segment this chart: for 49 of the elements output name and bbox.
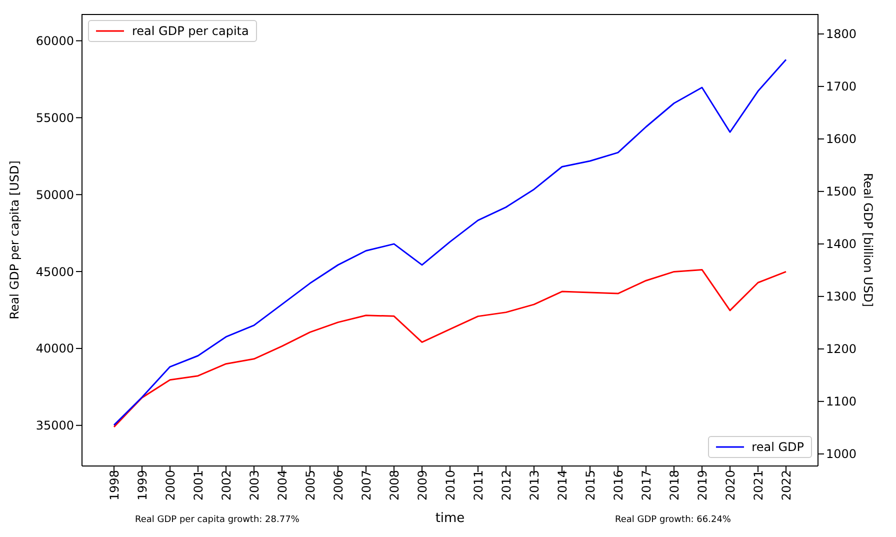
y2-tick-label: 1000	[826, 447, 857, 462]
x-tick-label: 2021	[752, 470, 766, 501]
y2-tick-label: 1600	[826, 132, 857, 146]
x-tick-label: 2013	[528, 470, 542, 501]
y2-tick-label: 1400	[826, 237, 857, 252]
line-series	[113, 58, 787, 426]
legend-label: real GDP	[752, 440, 804, 454]
x-tick-label: 2007	[360, 470, 374, 501]
y2-tick-label: 1800	[826, 27, 857, 42]
x-tick-label: 2016	[612, 470, 626, 501]
x-tick-label: 2009	[416, 470, 430, 501]
y-tick-label: 50000	[36, 188, 74, 202]
y2-axis-title: Real GDP [billion USD]	[860, 173, 875, 307]
y-tick-label: 45000	[36, 264, 74, 279]
y-tick-label: 60000	[36, 34, 74, 48]
x-tick-label: 1998	[108, 470, 122, 501]
x-tick-label: 2018	[668, 470, 682, 501]
x-tick-label: 2019	[696, 470, 710, 501]
x-tick-label: 2001	[192, 470, 206, 501]
legend-label: real GDP per capita	[132, 24, 249, 38]
y-axis-title: Real GDP per capita [USD]	[7, 160, 22, 320]
x-tick-label: 2000	[164, 470, 178, 501]
y2-tick-label: 1500	[826, 184, 857, 199]
x-tick-label: 2011	[472, 470, 486, 501]
y2-tick-label: 1100	[826, 394, 857, 409]
x-tick-label: 2002	[220, 470, 234, 501]
x-tick-label: 2012	[500, 470, 514, 501]
x-tick-label: 2017	[640, 470, 654, 501]
x-tick-label: 2010	[444, 470, 458, 501]
x-tick-label: 2006	[332, 470, 346, 501]
x-tick-label: 2022	[780, 470, 794, 501]
y-tick-label: 35000	[36, 418, 74, 433]
x-tick-label: 2014	[556, 470, 570, 501]
y-tick-label: 40000	[36, 342, 74, 356]
x-tick-label: 2015	[584, 470, 598, 501]
line-series	[113, 268, 787, 428]
y2-tick-label: 1300	[826, 290, 857, 304]
y2-tick-label: 1200	[826, 342, 857, 356]
x-tick-label: 2020	[724, 470, 738, 501]
text: Real GDP growth: 66.24%	[615, 515, 731, 525]
x-tick-label: 2005	[304, 470, 318, 501]
x-axis-title: time	[435, 511, 465, 526]
x-tick-label: 2008	[388, 470, 402, 501]
x-tick-label: 1999	[136, 470, 150, 501]
text: Real GDP per capita growth: 28.77%	[135, 515, 300, 525]
x-tick-label: 2003	[248, 470, 262, 501]
y2-tick-label: 1700	[826, 80, 857, 94]
y-tick-label: 55000	[36, 110, 74, 125]
x-tick-label: 2004	[276, 470, 290, 501]
